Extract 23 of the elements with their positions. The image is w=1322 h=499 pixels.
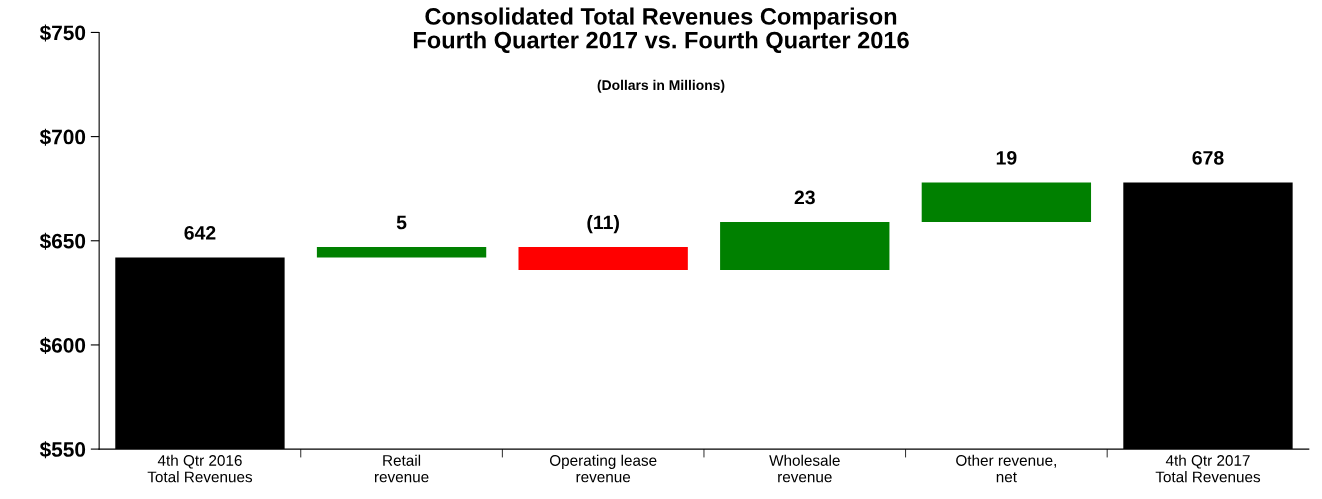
bar: [316, 247, 487, 258]
text: (Dollars in Millions): [597, 79, 725, 93]
x-tick-label: Other revenue, net: [956, 454, 1056, 483]
bar: [921, 182, 1092, 223]
y-tick-label: $650: [39, 232, 86, 250]
data-label: 678: [1192, 150, 1224, 165]
x-tick-label: Retail revenue: [374, 454, 429, 483]
y-tick-label: $550: [39, 441, 86, 459]
x-tick-label: Wholesale revenue: [769, 454, 840, 483]
bar: [518, 247, 688, 270]
data-label: 19: [996, 150, 1017, 165]
data-label: (11): [587, 215, 619, 234]
y-tick-label: $600: [39, 337, 86, 355]
bar: [720, 222, 890, 270]
y-tick-label: $700: [39, 128, 86, 146]
x-tick-label: Operating lease revenue: [549, 454, 657, 483]
data-label: 5: [396, 215, 407, 230]
x-tick-label: 4th Qtr 2016 Total Revenues: [147, 454, 253, 483]
chart-title: Consolidated Total Revenues Comparison Fourth Quarter 2017 vs. Fourth Quarter 2016: [413, 7, 909, 53]
x-tick-label: 4th Qtr 2017 Total Revenues: [1155, 454, 1261, 483]
data-label: 23: [794, 190, 815, 205]
data-label: 642: [184, 225, 216, 240]
y-tick-label: $750: [39, 24, 86, 42]
